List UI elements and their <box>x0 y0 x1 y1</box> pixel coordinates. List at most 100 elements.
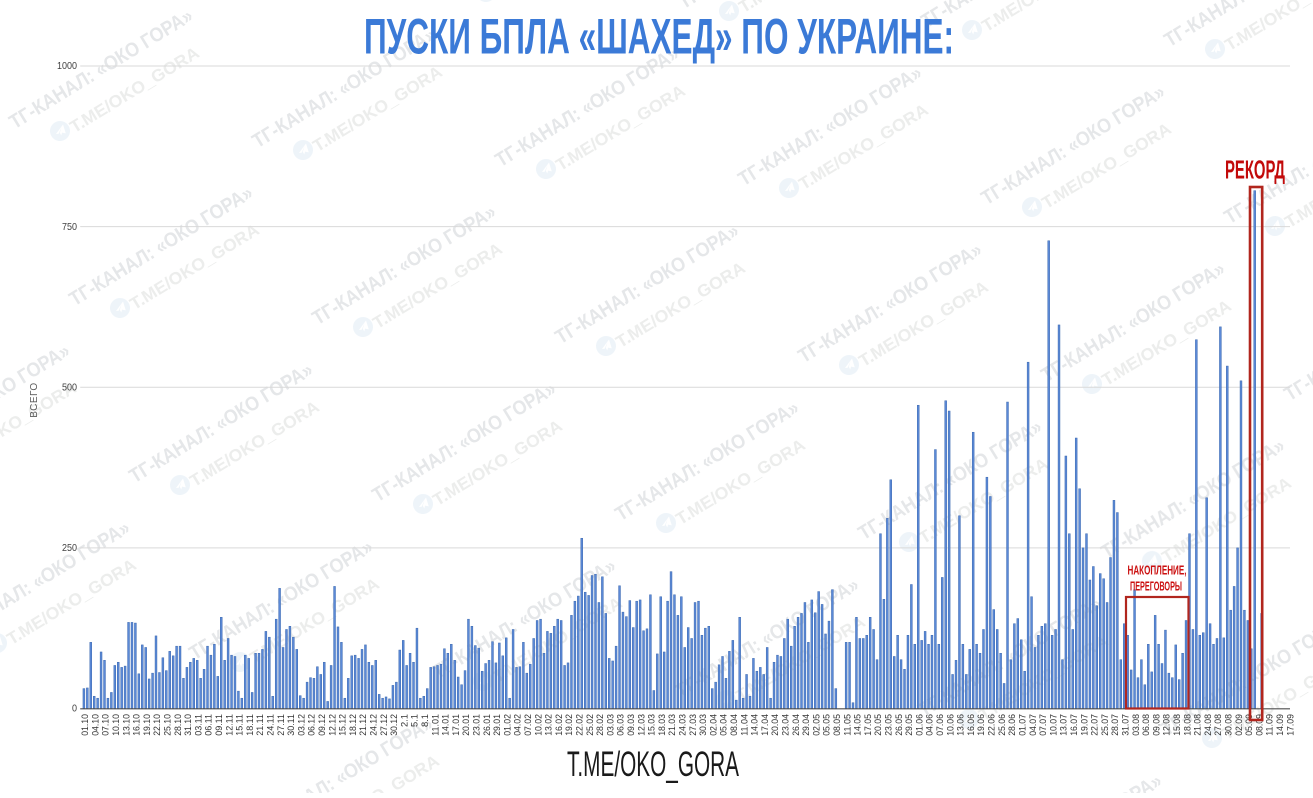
svg-text:750: 750 <box>62 222 77 233</box>
svg-text:15.11: 15.11 <box>234 714 245 736</box>
svg-text:26.05: 26.05 <box>893 714 904 736</box>
svg-text:18.11: 18.11 <box>244 714 255 736</box>
svg-text:10.06: 10.06 <box>944 714 955 736</box>
svg-text:5.1: 5.1 <box>409 714 420 727</box>
svg-text:14.05: 14.05 <box>852 714 863 736</box>
svg-text:16.06: 16.06 <box>965 714 976 736</box>
svg-text:28.06: 28.06 <box>1006 714 1017 736</box>
svg-text:20.05: 20.05 <box>872 714 883 736</box>
svg-text:11.04: 11.04 <box>738 714 749 736</box>
svg-text:25.02: 25.02 <box>584 714 595 736</box>
svg-text:05.09: 05.09 <box>1243 714 1254 736</box>
svg-text:17.04: 17.04 <box>759 714 770 736</box>
svg-text:25.10: 25.10 <box>162 714 173 736</box>
svg-text:12.11: 12.11 <box>223 714 234 736</box>
svg-text:ПУСКИ БПЛА «ШАХЕД» ПО УКРАИНЕ:: ПУСКИ БПЛА «ШАХЕД» ПО УКРАИНЕ: <box>364 9 954 65</box>
svg-text:09.08: 09.08 <box>1150 714 1161 736</box>
svg-text:15.03: 15.03 <box>646 714 657 736</box>
svg-text:20.01: 20.01 <box>460 714 471 736</box>
svg-text:25.06: 25.06 <box>996 714 1007 736</box>
svg-text:21.03: 21.03 <box>666 714 677 736</box>
svg-text:18.12: 18.12 <box>347 714 358 736</box>
svg-text:17.09: 17.09 <box>1284 714 1295 736</box>
svg-text:16.02: 16.02 <box>553 714 564 736</box>
svg-text:04.06: 04.06 <box>924 714 935 736</box>
svg-text:01.10: 01.10 <box>79 714 90 736</box>
svg-text:17.05: 17.05 <box>862 714 873 736</box>
svg-text:24.11: 24.11 <box>265 714 276 736</box>
svg-text:30.03: 30.03 <box>697 714 708 736</box>
svg-text:01.07: 01.07 <box>1016 714 1027 736</box>
svg-text:22.10: 22.10 <box>151 714 162 736</box>
svg-text:11.09: 11.09 <box>1264 714 1275 736</box>
svg-text:08.04: 08.04 <box>728 714 739 736</box>
svg-text:08.05: 08.05 <box>831 714 842 736</box>
svg-text:22.02: 22.02 <box>574 714 585 736</box>
svg-text:24.03: 24.03 <box>677 714 688 736</box>
svg-text:13.07: 13.07 <box>1058 714 1069 736</box>
svg-text:27.03: 27.03 <box>687 714 698 736</box>
svg-text:15.08: 15.08 <box>1171 714 1182 736</box>
svg-text:12.08: 12.08 <box>1161 714 1172 736</box>
svg-text:0: 0 <box>72 704 77 715</box>
svg-text:01.02: 01.02 <box>501 714 512 736</box>
svg-text:02.09: 02.09 <box>1233 714 1244 736</box>
svg-text:07.02: 07.02 <box>522 714 533 736</box>
svg-text:07.07: 07.07 <box>1037 714 1048 736</box>
svg-text:10.10: 10.10 <box>110 714 121 736</box>
svg-text:28.02: 28.02 <box>594 714 605 736</box>
svg-text:06.11: 06.11 <box>203 714 214 736</box>
svg-text:РЕКОРД: РЕКОРД <box>1225 155 1285 185</box>
svg-text:12.12: 12.12 <box>326 714 337 736</box>
svg-text:500: 500 <box>62 382 77 393</box>
svg-text:16.07: 16.07 <box>1068 714 1079 736</box>
svg-text:30.11: 30.11 <box>285 714 296 736</box>
svg-text:26.01: 26.01 <box>481 714 492 736</box>
svg-text:27.08: 27.08 <box>1212 714 1223 736</box>
svg-text:15.12: 15.12 <box>337 714 348 736</box>
svg-text:26.04: 26.04 <box>790 714 801 736</box>
svg-text:11.05: 11.05 <box>841 714 852 736</box>
svg-text:21.12: 21.12 <box>357 714 368 736</box>
svg-text:01.06: 01.06 <box>913 714 924 736</box>
svg-text:07.06: 07.06 <box>934 714 945 736</box>
svg-text:23.05: 23.05 <box>883 714 894 736</box>
svg-text:17.01: 17.01 <box>450 714 461 736</box>
svg-text:ВСЕГО: ВСЕГО <box>29 382 40 417</box>
svg-text:03.03: 03.03 <box>604 714 615 736</box>
svg-text:06.08: 06.08 <box>1140 714 1151 736</box>
svg-text:11.01: 11.01 <box>429 714 440 736</box>
svg-text:ПЕРЕГОВОРЫ: ПЕРЕГОВОРЫ <box>1130 580 1182 594</box>
svg-text:14.04: 14.04 <box>749 714 760 736</box>
svg-text:1000: 1000 <box>57 61 77 72</box>
svg-text:24.08: 24.08 <box>1202 714 1213 736</box>
svg-text:18.08: 18.08 <box>1181 714 1192 736</box>
svg-text:02.04: 02.04 <box>707 714 718 736</box>
svg-text:2.1: 2.1 <box>398 714 409 727</box>
svg-text:07.10: 07.10 <box>100 714 111 736</box>
svg-text:23.01: 23.01 <box>471 714 482 736</box>
svg-text:09.03: 09.03 <box>625 714 636 736</box>
svg-text:22.06: 22.06 <box>986 714 997 736</box>
svg-text:14.01: 14.01 <box>440 714 451 736</box>
svg-text:28.10: 28.10 <box>172 714 183 736</box>
svg-text:27.12: 27.12 <box>378 714 389 736</box>
svg-text:27.11: 27.11 <box>275 714 286 736</box>
svg-text:24.12: 24.12 <box>368 714 379 736</box>
svg-text:29.01: 29.01 <box>491 714 502 736</box>
svg-text:13.02: 13.02 <box>543 714 554 736</box>
svg-text:13.06: 13.06 <box>955 714 966 736</box>
svg-text:03.11: 03.11 <box>192 714 203 736</box>
svg-text:03.12: 03.12 <box>295 714 306 736</box>
svg-text:04.02: 04.02 <box>512 714 523 736</box>
svg-text:06.03: 06.03 <box>615 714 626 736</box>
svg-text:21.11: 21.11 <box>254 714 265 736</box>
svg-text:21.08: 21.08 <box>1192 714 1203 736</box>
svg-text:06.12: 06.12 <box>306 714 317 736</box>
svg-text:16.10: 16.10 <box>131 714 142 736</box>
svg-text:13.10: 13.10 <box>120 714 131 736</box>
svg-text:19.02: 19.02 <box>563 714 574 736</box>
svg-text:12.03: 12.03 <box>635 714 646 736</box>
svg-text:31.10: 31.10 <box>182 714 193 736</box>
svg-text:29.05: 29.05 <box>903 714 914 736</box>
